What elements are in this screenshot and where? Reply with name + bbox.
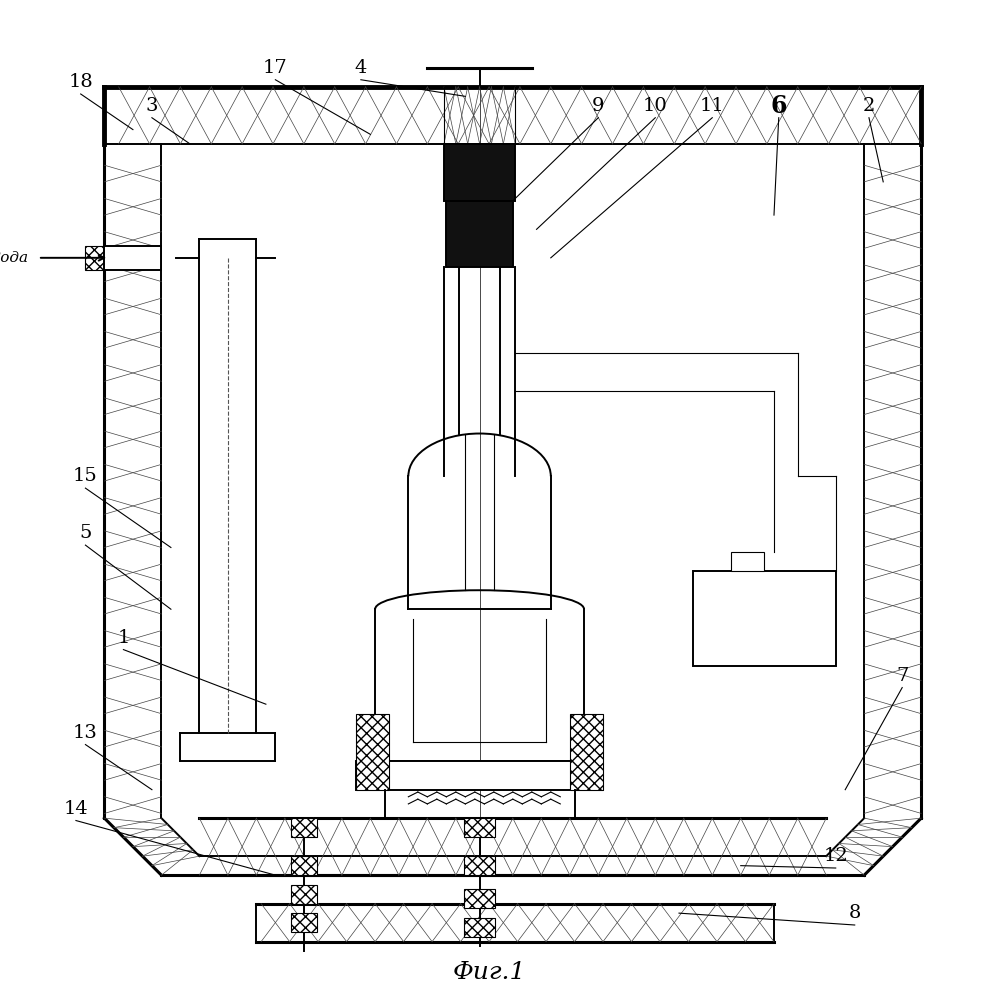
Text: 8: 8: [849, 904, 861, 922]
Bar: [291, 818, 317, 837]
Bar: [464, 856, 495, 875]
Bar: [446, 201, 513, 267]
Bar: [356, 714, 389, 790]
Text: 7: 7: [896, 667, 908, 685]
Bar: [464, 818, 495, 837]
Bar: [356, 761, 603, 790]
Text: 14: 14: [64, 800, 88, 818]
Text: Фиг.1: Фиг.1: [452, 961, 526, 984]
Text: 6: 6: [770, 94, 787, 118]
Text: 11: 11: [700, 97, 725, 115]
Bar: [570, 714, 603, 790]
Text: 12: 12: [823, 847, 848, 865]
Bar: [85, 246, 104, 270]
Bar: [693, 571, 836, 666]
Text: 3: 3: [146, 97, 158, 115]
Text: 15: 15: [73, 467, 98, 485]
Bar: [464, 889, 495, 908]
Bar: [291, 885, 317, 904]
Bar: [104, 246, 161, 270]
Text: 9: 9: [592, 97, 605, 115]
Text: 13: 13: [73, 724, 98, 742]
Text: Вода: Вода: [0, 251, 28, 265]
Text: 2: 2: [863, 97, 875, 115]
Bar: [291, 913, 317, 932]
Text: 4: 4: [355, 59, 367, 77]
Bar: [464, 918, 495, 937]
Text: 5: 5: [79, 524, 92, 542]
Text: 17: 17: [263, 59, 288, 77]
Bar: [291, 856, 317, 875]
Bar: [444, 144, 515, 201]
Bar: [731, 552, 764, 571]
Text: 1: 1: [117, 629, 130, 647]
Text: 10: 10: [643, 97, 668, 115]
Text: 18: 18: [68, 73, 93, 91]
